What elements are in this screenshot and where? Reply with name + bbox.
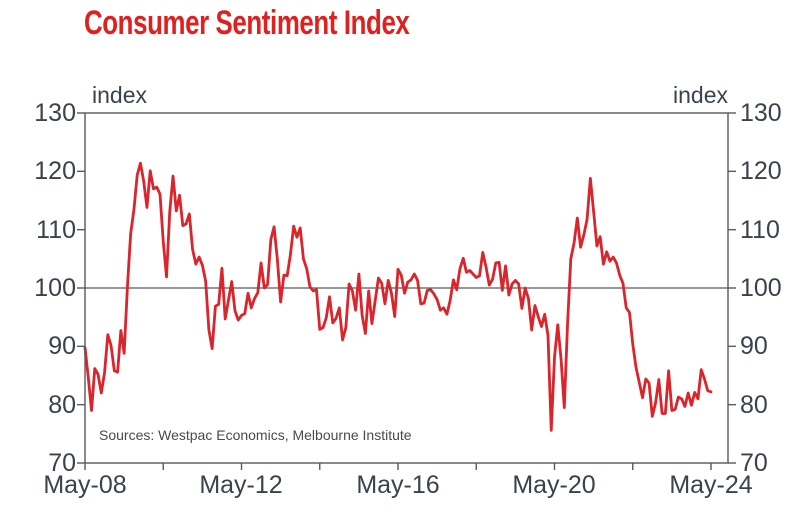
- y-tick-label-right-110: 110: [740, 216, 780, 244]
- page-title: Consumer Sentiment Index: [84, 4, 410, 42]
- y-tick-label-right-120: 120: [740, 157, 782, 185]
- source-note: Sources: Westpac Economics, Melbourne In…: [99, 427, 412, 443]
- y-axis-ticks: [77, 112, 736, 464]
- x-tick-label-may-08: May-08: [43, 471, 127, 499]
- y-tick-label-right-70: 70: [740, 449, 768, 477]
- y-tick-label-right-80: 80: [740, 391, 768, 419]
- y-tick-label-right-100: 100: [740, 274, 782, 302]
- y-tick-label-left-80: 80: [48, 391, 76, 419]
- sentiment-line-series: [83, 161, 713, 432]
- y-tick-label-right-90: 90: [740, 332, 768, 360]
- x-tick-label-may-24: May-24: [669, 471, 753, 499]
- y-tick-label-left-90: 90: [48, 332, 76, 360]
- x-tick-label-may-16: May-16: [356, 471, 440, 499]
- y-tick-label-right-130: 130: [740, 99, 782, 127]
- y-tick-label-left-130: 130: [34, 99, 76, 127]
- y-axis-unit-label-right: index: [673, 82, 728, 108]
- y-axis-unit-label-left: index: [92, 82, 147, 108]
- y-tick-label-left-110: 110: [36, 216, 76, 244]
- y-tick-label-left-120: 120: [34, 157, 76, 185]
- x-axis-ticks: [84, 463, 712, 470]
- y-tick-label-left-100: 100: [34, 274, 76, 302]
- x-tick-label-may-20: May-20: [512, 471, 596, 499]
- y-tick-label-left-70: 70: [48, 449, 76, 477]
- x-tick-label-may-12: May-12: [199, 471, 283, 499]
